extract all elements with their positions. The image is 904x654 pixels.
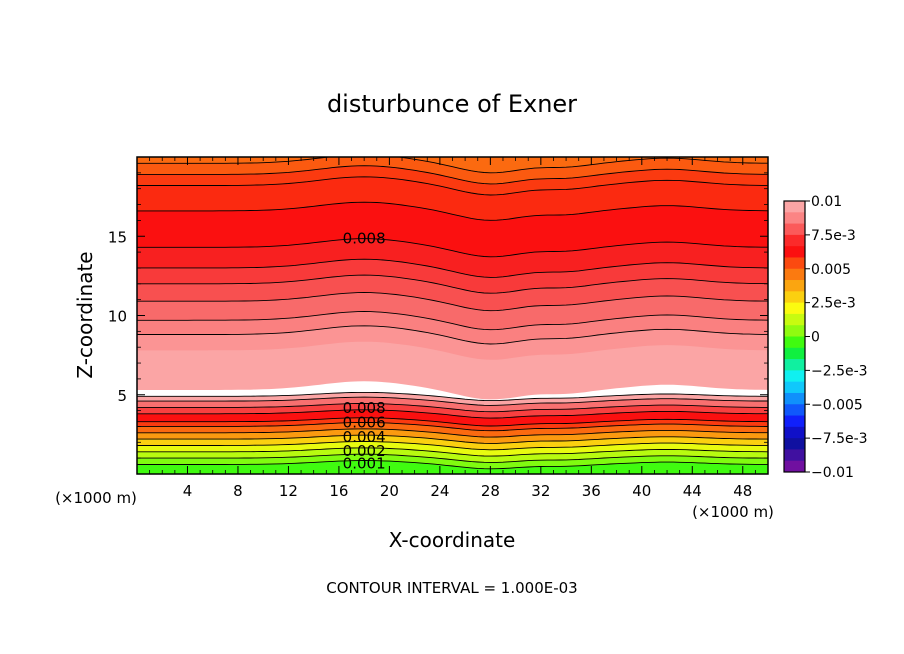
colorbar-swatch-10: [784, 313, 805, 326]
contour-line-3: [137, 201, 768, 221]
colorbar-label-4: 0: [811, 330, 820, 346]
y-tick-label-0: 5: [117, 387, 127, 405]
colorbar-swatch-19: [784, 415, 805, 428]
colorbar-swatch-17: [784, 392, 805, 405]
x-axis-label: X-coordinate: [389, 528, 516, 552]
colorbar-labels: 0.01 7.5e-3 0.005 2.5e-3 0 −2.5e-3 −0.005 −7.5e…: [805, 194, 868, 481]
colorbar-label-7: −7.5e-3: [811, 431, 868, 447]
x-tick-label-6: 28: [481, 482, 500, 500]
contour-line-23: [137, 460, 768, 470]
colorbar-label-0: 0.01: [811, 194, 842, 210]
contour-line-22: [137, 453, 768, 463]
colorbar-swatch-3: [784, 234, 805, 247]
x-unit-left: (×1000 m): [55, 489, 137, 507]
x-unit-right: (×1000 m): [692, 503, 774, 521]
contour-band-23: [137, 460, 768, 474]
colorbar-swatch-5: [784, 257, 805, 270]
x-tick-label-8: 36: [582, 482, 601, 500]
y-tick-label-2: 15: [108, 228, 127, 246]
contour-interval-note: CONTOUR INTERVAL = 1.000E-03: [326, 579, 577, 597]
colorbar-swatch-13: [784, 347, 805, 360]
colorbar-swatch-2: [784, 223, 805, 236]
contour-line-6: [137, 274, 768, 294]
contour-line-5: [137, 258, 768, 278]
colorbar-swatch-7: [784, 280, 805, 292]
x-tick-label-7: 32: [531, 482, 550, 500]
x-tick-label-4: 20: [380, 482, 399, 500]
contour-line-19: [137, 434, 768, 444]
colorbar-swatch-0: [784, 201, 805, 213]
contour-lines: [137, 157, 768, 470]
colorbar-swatch-16: [784, 381, 805, 394]
contour-line-13: [137, 396, 768, 406]
contour-line-9: [137, 325, 768, 345]
contour-line-1: [137, 165, 768, 185]
colorbar-swatch-11: [784, 325, 805, 337]
colorbar-swatch-22: [784, 449, 805, 462]
contour-line-15: [137, 409, 768, 419]
colorbar-swatch-18: [784, 404, 805, 417]
x-tick-label-2: 12: [279, 482, 298, 500]
contour-line-17: [137, 422, 768, 432]
contour-label-5: 0.001: [343, 455, 386, 473]
y-axis-ticks: 5 10 15: [108, 228, 768, 405]
x-tick-label-1: 8: [233, 482, 243, 500]
x-tick-label-0: 4: [183, 482, 193, 500]
minor-ticks: [137, 157, 768, 474]
contour-line-18: [137, 428, 768, 438]
contour-label-3: 0.004: [343, 428, 386, 446]
colorbar-swatch-6: [784, 268, 805, 281]
colorbar-swatch-23: [784, 460, 805, 473]
colorbar-swatch-20: [784, 426, 805, 439]
contour-label-1: 0.008: [343, 399, 386, 417]
colorbar-swatch-1: [784, 212, 805, 225]
contour-line-2: [137, 176, 768, 196]
x-axis-ticks: 4 8 12 16 20 24 28 32 36 40 44 48: [183, 157, 752, 500]
colorbar-swatch-12: [784, 336, 805, 349]
colorbar: [783, 200, 806, 473]
contour-line-20: [137, 441, 768, 451]
y-axis-label: Z-coordinate: [73, 251, 97, 378]
contour-line-4: [137, 238, 768, 258]
contour-label-4: 0.002: [343, 442, 386, 460]
contour-line-12: [137, 391, 768, 402]
colorbar-label-1: 7.5e-3: [811, 228, 856, 244]
contour-line-7: [137, 292, 768, 312]
colorbar-swatch-14: [784, 359, 805, 371]
contour-line-8: [137, 311, 768, 331]
colorbar-swatch-9: [784, 302, 805, 315]
contour-label-0: 0.008: [343, 230, 386, 248]
x-tick-label-10: 44: [683, 482, 702, 500]
chart-title: disturbunce of Exner: [327, 90, 577, 118]
colorbar-swatch-15: [784, 370, 805, 383]
contour-line-16: [137, 417, 768, 427]
colorbar-label-5: −2.5e-3: [811, 363, 868, 379]
x-tick-label-5: 24: [430, 482, 449, 500]
contour-label-2: 0.006: [343, 413, 386, 431]
contour-line-14: [137, 403, 768, 413]
contour-line-0: [137, 157, 768, 174]
colorbar-swatch-8: [784, 291, 805, 304]
colorbar-swatch-21: [784, 438, 805, 450]
colorbar-label-3: 2.5e-3: [811, 296, 856, 312]
colorbar-label-2: 0.005: [811, 262, 851, 278]
colorbar-label-8: −0.01: [811, 465, 854, 481]
x-tick-label-11: 48: [733, 482, 752, 500]
y-tick-label-1: 10: [108, 308, 127, 326]
colorbar-label-6: −0.005: [811, 397, 863, 413]
contour-line-21: [137, 447, 768, 457]
colorbar-swatch-4: [784, 246, 805, 258]
x-tick-label-9: 40: [632, 482, 651, 500]
x-tick-label-3: 16: [329, 482, 348, 500]
